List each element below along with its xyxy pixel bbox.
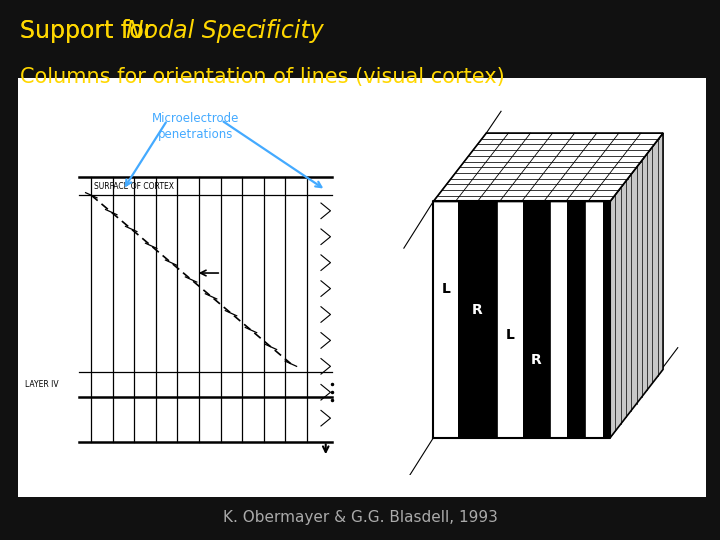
Bar bbox=[523, 201, 549, 438]
Polygon shape bbox=[433, 133, 663, 201]
Text: Support for: Support for bbox=[20, 19, 161, 43]
Text: R: R bbox=[472, 303, 483, 318]
Text: Support for  Nodal Specificity:: Support for Nodal Specificity: bbox=[20, 19, 377, 43]
Text: Columns for orientation of lines (visual cortex): Columns for orientation of lines (visual… bbox=[20, 68, 505, 87]
Bar bbox=[459, 201, 497, 438]
Text: SURFACE OF CORTEX: SURFACE OF CORTEX bbox=[94, 181, 174, 191]
Text: Microelectrode
penetrations: Microelectrode penetrations bbox=[152, 112, 240, 141]
Text: :: : bbox=[256, 19, 264, 43]
Text: L: L bbox=[505, 328, 514, 342]
Bar bbox=[585, 201, 603, 438]
Bar bbox=[433, 201, 459, 438]
Text: Support for: Support for bbox=[20, 19, 161, 43]
Text: K. Obermayer & G.G. Blasdell, 1993: K. Obermayer & G.G. Blasdell, 1993 bbox=[222, 510, 498, 525]
Polygon shape bbox=[610, 133, 663, 438]
Bar bbox=[549, 201, 567, 438]
Bar bbox=[18, 78, 706, 497]
Text: Nodal Specificity: Nodal Specificity bbox=[126, 19, 324, 43]
Text: R: R bbox=[531, 353, 541, 367]
Text: L: L bbox=[441, 281, 450, 295]
Bar bbox=[567, 201, 585, 438]
Bar bbox=[603, 201, 610, 438]
Text: LAYER IV: LAYER IV bbox=[24, 380, 58, 389]
Bar bbox=[497, 201, 523, 438]
